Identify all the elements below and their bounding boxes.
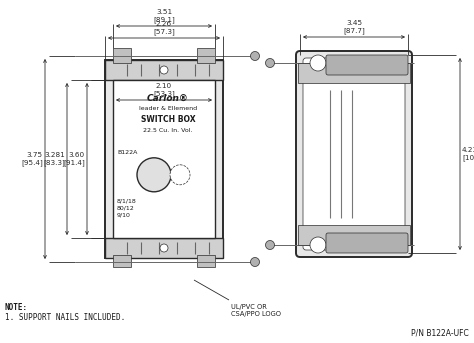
Circle shape	[265, 240, 274, 249]
Bar	[105, 60, 223, 80]
Circle shape	[250, 258, 259, 267]
Bar	[113, 80, 215, 238]
Text: 3.51
[89.1]: 3.51 [89.1]	[153, 9, 175, 23]
FancyBboxPatch shape	[296, 51, 412, 257]
Text: UL/PVC OR
CSA/PPO LOGO: UL/PVC OR CSA/PPO LOGO	[231, 304, 281, 317]
Bar	[197, 255, 215, 267]
Circle shape	[310, 55, 326, 71]
Text: 3.281
[83.3]: 3.281 [83.3]	[43, 152, 65, 166]
Text: NOTE:: NOTE:	[5, 303, 28, 312]
Circle shape	[250, 51, 259, 60]
Bar	[113, 255, 131, 267]
Text: 22.5 Cu. In. Vol.: 22.5 Cu. In. Vol.	[143, 128, 193, 132]
Bar	[113, 48, 131, 63]
Text: 1. SUPPORT NAILS INCLUDED.: 1. SUPPORT NAILS INCLUDED.	[5, 313, 125, 322]
Circle shape	[170, 165, 190, 185]
Circle shape	[265, 59, 274, 68]
Circle shape	[160, 244, 168, 252]
Text: 3.75
[95.4]: 3.75 [95.4]	[21, 152, 43, 166]
Circle shape	[160, 66, 168, 74]
FancyBboxPatch shape	[326, 55, 408, 75]
Circle shape	[137, 158, 171, 192]
Bar	[298, 63, 410, 83]
Text: 2.10
[53.3]: 2.10 [53.3]	[153, 83, 175, 97]
Text: 3.60
[91.4]: 3.60 [91.4]	[63, 152, 85, 166]
Text: P/N B122A-UFC: P/N B122A-UFC	[411, 328, 469, 337]
Bar	[105, 238, 223, 258]
FancyBboxPatch shape	[326, 233, 408, 253]
Text: leader & Ellemend: leader & Ellemend	[139, 106, 197, 110]
Bar	[197, 48, 215, 63]
Text: Carlon®: Carlon®	[147, 94, 189, 103]
Text: 8/1/18
80/12
9/10: 8/1/18 80/12 9/10	[117, 199, 137, 218]
Text: 4.23
[107.4]: 4.23 [107.4]	[462, 147, 474, 161]
Text: 3.45
[87.7]: 3.45 [87.7]	[343, 20, 365, 34]
Bar	[298, 225, 410, 245]
Text: B122A: B122A	[117, 150, 137, 155]
Text: SWITCH BOX: SWITCH BOX	[141, 116, 195, 125]
Circle shape	[310, 237, 326, 253]
Bar	[105, 60, 223, 258]
FancyBboxPatch shape	[303, 58, 405, 250]
Text: 2.26
[57.3]: 2.26 [57.3]	[153, 21, 175, 35]
